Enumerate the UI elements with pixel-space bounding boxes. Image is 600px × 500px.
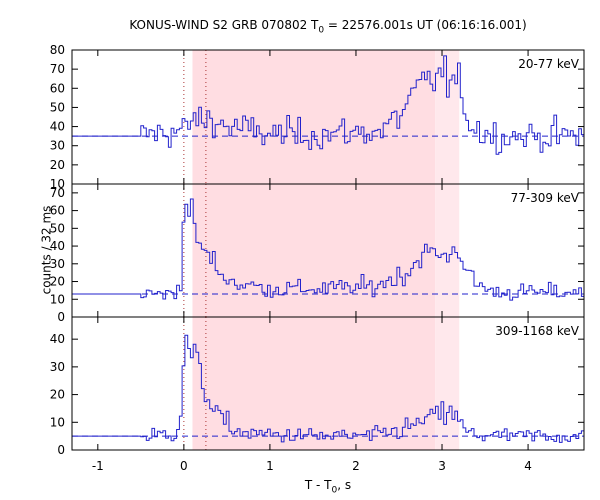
shaded-interval-tail bbox=[435, 317, 460, 450]
x-tick-label: 3 bbox=[438, 459, 446, 473]
energy-band-label: 309-1168 keV bbox=[495, 324, 579, 338]
shaded-interval-tail bbox=[435, 184, 460, 317]
y-tick-label: 10 bbox=[50, 292, 65, 306]
y-tick-label: 40 bbox=[50, 239, 65, 253]
shaded-interval bbox=[192, 184, 436, 317]
y-tick-label: 0 bbox=[57, 310, 65, 324]
y-tick-label: 80 bbox=[50, 43, 65, 57]
y-tick-label: 30 bbox=[50, 360, 65, 374]
energy-band-label: 77-309 keV bbox=[511, 191, 580, 205]
y-tick-label: 20 bbox=[50, 388, 65, 402]
y-tick-label: 50 bbox=[50, 221, 65, 235]
figure-title: KONUS-WIND S2 GRB 070802 T0 = 22576.001s… bbox=[129, 18, 527, 36]
x-tick-label: 0 bbox=[180, 459, 188, 473]
light-curve-histogram bbox=[72, 334, 584, 443]
x-tick-label: -1 bbox=[92, 459, 104, 473]
y-tick-label: 10 bbox=[50, 415, 65, 429]
panel-frame bbox=[71, 316, 585, 451]
y-tick-label: 60 bbox=[50, 204, 65, 218]
y-tick-label: 20 bbox=[50, 275, 65, 289]
light-curve-histogram bbox=[72, 198, 584, 301]
light-curve-histogram bbox=[72, 55, 584, 155]
y-tick-label: 30 bbox=[50, 139, 65, 153]
y-tick-label: 70 bbox=[50, 62, 65, 76]
y-tick-label: 0 bbox=[57, 443, 65, 457]
x-tick-label: 2 bbox=[352, 459, 360, 473]
y-tick-label: 50 bbox=[50, 100, 65, 114]
y-tick-label: 30 bbox=[50, 257, 65, 271]
y-tick-label: 40 bbox=[50, 120, 65, 134]
shaded-interval bbox=[192, 50, 436, 184]
y-tick-label: 20 bbox=[50, 158, 65, 172]
y-tick-label: 70 bbox=[50, 186, 65, 200]
energy-band-label: 20-77 keV bbox=[518, 57, 580, 71]
y-tick-label: 10 bbox=[50, 177, 65, 191]
x-tick-label: 1 bbox=[266, 459, 274, 473]
shaded-interval-tail bbox=[435, 50, 460, 184]
y-tick-label: 60 bbox=[50, 81, 65, 95]
x-axis-label: T - T0, s bbox=[304, 478, 352, 496]
x-tick-label: 4 bbox=[524, 459, 532, 473]
y-tick-label: 40 bbox=[50, 332, 65, 346]
